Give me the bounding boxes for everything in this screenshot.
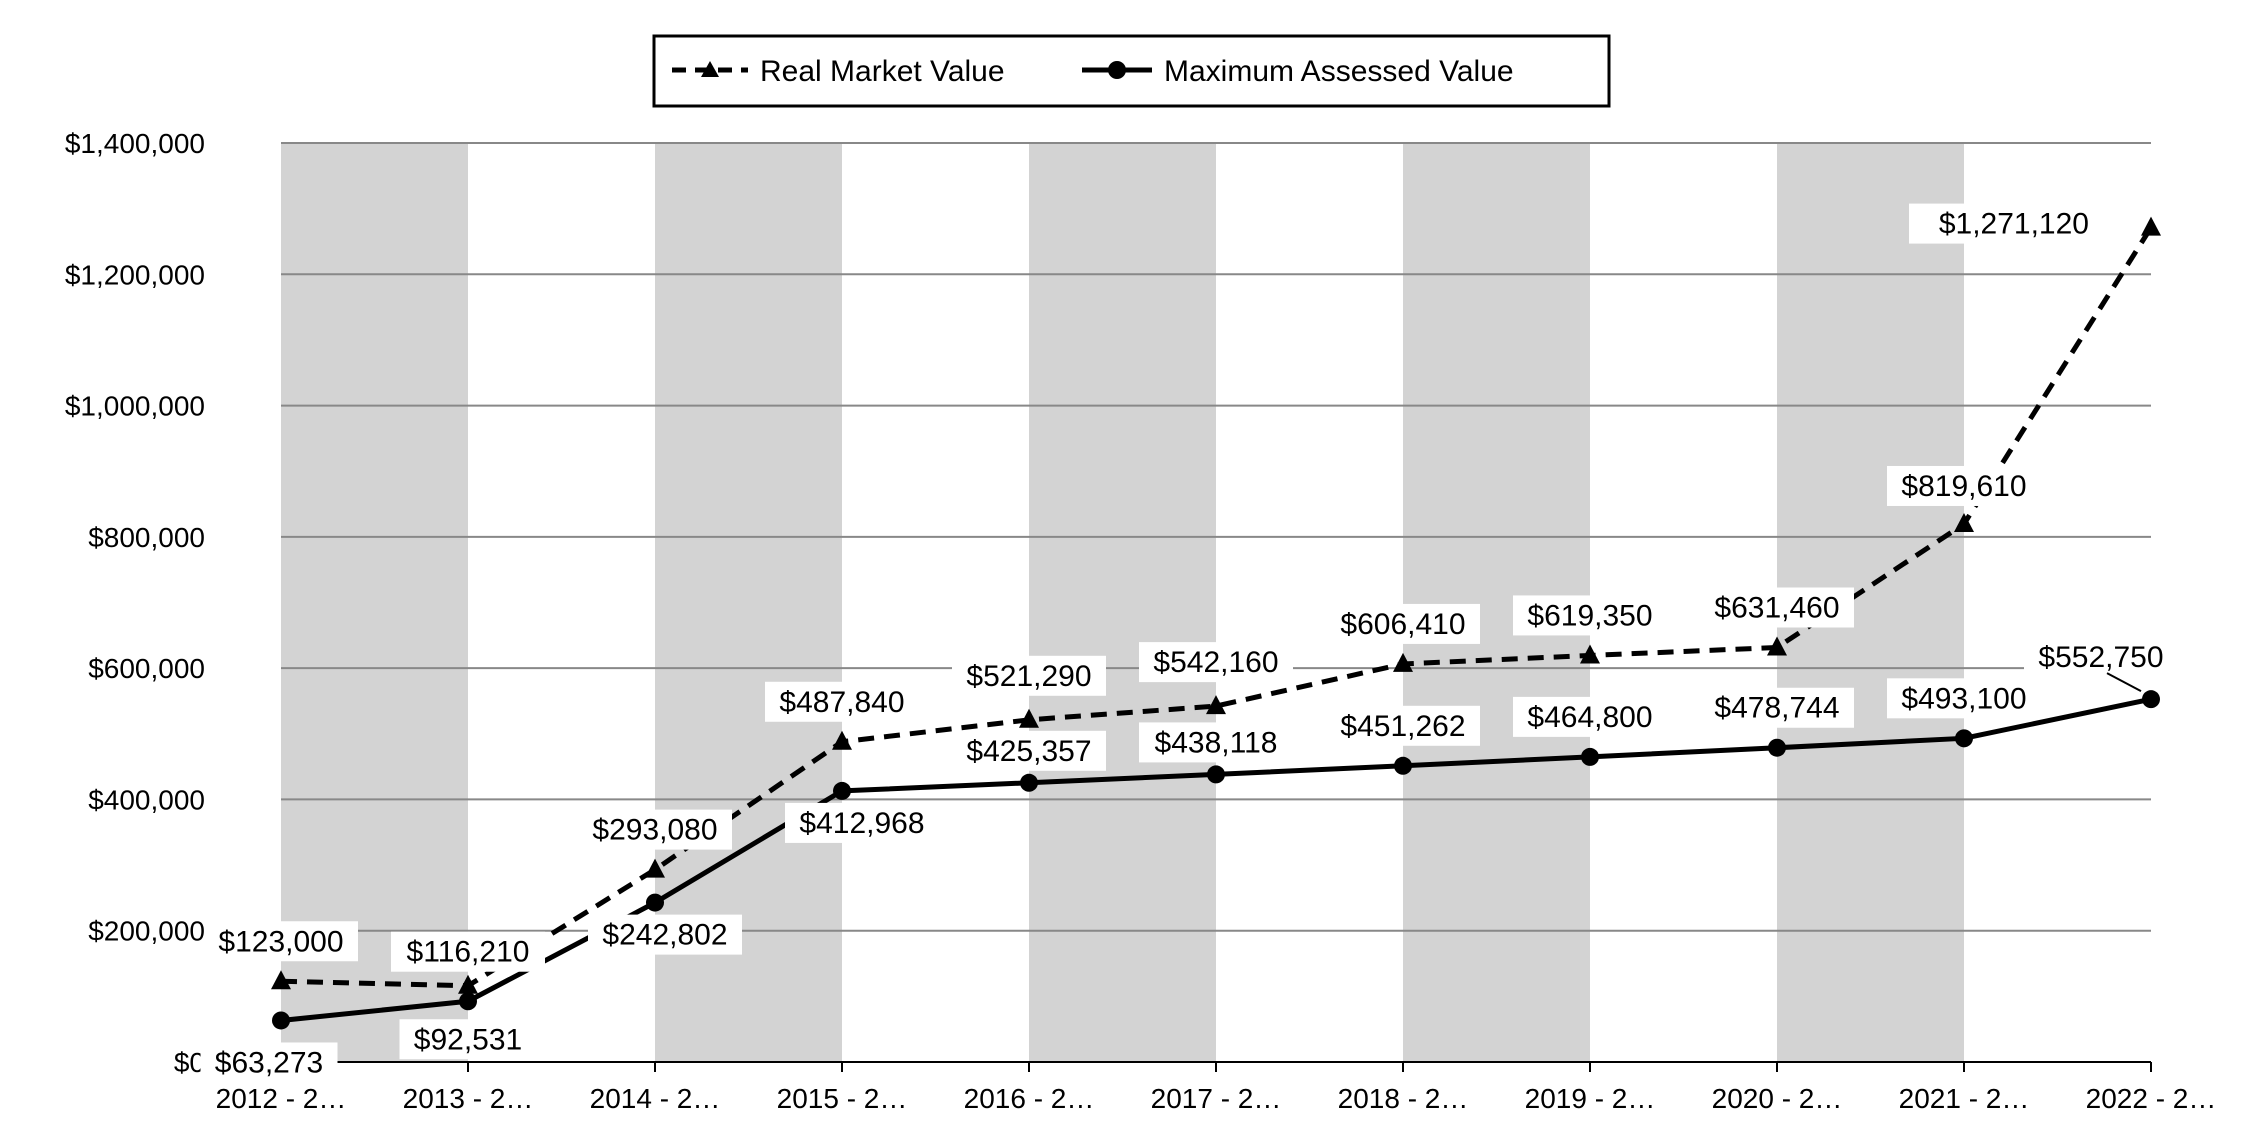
x-tick-label: 2014 - 2… [590, 1083, 721, 1114]
x-tick-label: 2021 - 2… [1899, 1083, 2030, 1114]
data-label: $451,262 [1340, 710, 1465, 743]
data-label-background [952, 730, 1106, 771]
legend-label-max-assessed: Maximum Assessed Value [1164, 55, 1514, 88]
y-axis-ticks: $0 $200,000 $400,000 $600,000 $800,000 $1,000… [65, 128, 205, 1078]
data-point-circle [1581, 747, 1599, 766]
data-label: $92,531 [414, 1023, 522, 1056]
data-label: $116,210 [407, 936, 530, 969]
data-point-triangle [832, 730, 852, 750]
data-label-background [785, 802, 939, 843]
data-label-background [1139, 722, 1293, 763]
x-tick-label: 2015 - 2… [777, 1083, 908, 1114]
data-point-circle [833, 781, 851, 800]
data-label-background [1326, 603, 1480, 644]
x-tick-label: 2017 - 2… [1151, 1083, 1282, 1114]
x-tick-label: 2020 - 2… [1712, 1083, 1843, 1114]
data-label: $631,460 [1714, 591, 1839, 624]
data-label-background [1909, 203, 2097, 244]
data-label-background [1887, 465, 2041, 506]
data-label-background [204, 921, 358, 962]
x-axis: 2012 - 2… 2013 - 2… 2014 - 2… 2015 - 2… 2016… [216, 1061, 2217, 1114]
x-tick-label: 2013 - 2… [403, 1083, 534, 1114]
data-point-triangle [1580, 644, 1600, 664]
data-label: $242,802 [602, 919, 727, 952]
y-tick-label: $1,000,000 [65, 391, 205, 422]
data-label: $819,610 [1901, 470, 2026, 503]
data-point-circle [1955, 729, 1973, 748]
data-label: $425,357 [966, 735, 1091, 768]
background-band [281, 143, 468, 1062]
legend-label-real-market: Real Market Value [760, 55, 1005, 88]
data-point-triangle [1206, 695, 1226, 715]
data-point-triangle [458, 974, 478, 994]
data-label-background [952, 655, 1106, 696]
background-band [655, 143, 842, 1062]
data-point-triangle [271, 970, 291, 990]
data-label-background [1139, 642, 1293, 683]
data-point-triangle [1767, 636, 1787, 656]
data-point-circle [1207, 765, 1225, 784]
data-label: $619,350 [1527, 599, 1652, 632]
data-label: $542,160 [1153, 646, 1278, 679]
data-label: $552,750 [2038, 641, 2163, 674]
data-label-background [391, 931, 545, 972]
data-label-background [200, 1042, 338, 1083]
y-tick-label: $0 [174, 1047, 205, 1078]
data-label: $487,840 [779, 686, 904, 719]
y-tick-label: $1,400,000 [65, 128, 205, 159]
x-tick-label: 2012 - 2… [216, 1083, 347, 1114]
y-tick-label: $600,000 [88, 653, 205, 684]
data-labels: $123,000 $116,210 $293,080 $487,840 $521,290… [200, 203, 2178, 1083]
data-label: $478,744 [1714, 692, 1839, 725]
data-point-triangle [645, 858, 665, 878]
data-point-circle [272, 1011, 290, 1030]
data-point-triangle [1393, 652, 1413, 672]
data-label: $438,118 [1155, 726, 1278, 759]
x-tick-label: 2019 - 2… [1525, 1083, 1656, 1114]
data-point-circle [1020, 773, 1038, 792]
data-label-background [588, 914, 742, 955]
x-tick-label: 2022 - 2… [2086, 1083, 2217, 1114]
y-tick-label: $800,000 [88, 522, 205, 553]
data-label: $123,000 [218, 925, 343, 958]
data-label: $63,273 [215, 1046, 323, 1079]
legend-marker-triangle-icon [701, 61, 719, 77]
data-label-background [1887, 678, 2041, 719]
data-label: $464,800 [1527, 701, 1652, 734]
y-tick-label: $1,200,000 [65, 259, 205, 290]
data-label-background [578, 809, 732, 850]
data-label: $521,290 [966, 660, 1091, 693]
legend-marker-circle-icon [1108, 61, 1126, 79]
data-label: $606,410 [1340, 608, 1465, 641]
data-label-background [1700, 687, 1854, 728]
data-point-triangle [1019, 708, 1039, 728]
label-leader-line [2106, 672, 2142, 693]
data-point-circle [2142, 690, 2160, 709]
data-label-background [1513, 696, 1667, 737]
data-label: $1,271,120 [1939, 208, 2089, 241]
data-label: $493,100 [1901, 682, 2026, 715]
x-tick-label: 2018 - 2… [1338, 1083, 1469, 1114]
data-point-circle [459, 992, 477, 1011]
background-band [1029, 143, 1216, 1062]
x-tick-label: 2016 - 2… [964, 1083, 1095, 1114]
data-point-circle [1394, 756, 1412, 775]
data-label-background [1513, 595, 1667, 636]
y-tick-label: $200,000 [88, 916, 205, 947]
data-point-triangle [2141, 216, 2161, 236]
legend: Real Market Value Maximum Assessed Value [652, 34, 1611, 108]
data-label-background [399, 1019, 537, 1060]
data-point-circle [646, 893, 664, 912]
data-label: $412,968 [799, 807, 924, 840]
data-label-background [1326, 705, 1480, 746]
data-label-background [765, 681, 919, 722]
data-point-triangle [1954, 512, 1974, 532]
data-label-background [2024, 637, 2178, 678]
data-label-background [1700, 587, 1854, 628]
data-point-circle [1768, 738, 1786, 757]
data-label: $293,080 [592, 814, 717, 847]
y-tick-label: $400,000 [88, 784, 205, 815]
